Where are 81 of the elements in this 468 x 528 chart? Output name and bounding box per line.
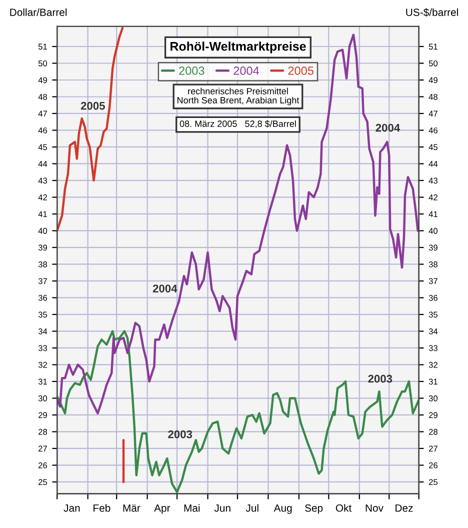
y2-tick-label: 45 [428, 144, 438, 150]
y2-tick-label: 29 [429, 412, 438, 418]
y-tick-label: 31 [38, 378, 47, 385]
y2-tick-label: 32 [428, 362, 438, 368]
x-tick-label: Dez [396, 504, 413, 512]
y2-tick-label: 35 [428, 312, 438, 318]
y-tick-label: 30 [38, 395, 48, 402]
y2-tick-label: 31 [428, 378, 438, 385]
y-tick-label: 50 [38, 60, 48, 66]
x-tick-label: Nov [366, 504, 384, 512]
y2-tick-label: 26 [429, 462, 438, 468]
y-tick-label: 47 [38, 110, 47, 117]
y2-tick-label: 37 [428, 278, 438, 284]
y2-tick-label: 36 [428, 294, 438, 301]
y-tick-label: 33 [38, 345, 48, 352]
y2-tick-label: 42 [428, 194, 438, 200]
y-tick-label: 41 [38, 211, 47, 217]
y2-tick-label: 50 [428, 60, 438, 66]
y-tick-label: 43 [38, 178, 48, 184]
text: Rohöl-Weltmarktpreise [170, 42, 306, 54]
y-tick-label: 37 [38, 278, 47, 284]
line-series [57, 34, 419, 414]
annotation: 2005 [80, 102, 105, 110]
y2-tick-label: 41 [428, 211, 438, 217]
y2-tick-label: 44 [428, 161, 438, 167]
legend-label: 2004 [234, 66, 260, 75]
x-tick-label: Feb [94, 504, 110, 512]
y-tick-label: 42 [38, 194, 47, 200]
y-tick-label: 32 [38, 362, 47, 368]
y2-tick-label: 46 [428, 127, 438, 134]
y2-tick-label: 34 [428, 328, 438, 334]
y2-tick-label: 47 [428, 110, 438, 117]
y2-tick-label: 27 [429, 446, 438, 452]
x-tick-label: Okt [336, 504, 352, 512]
y2-tick-label: 39 [428, 244, 438, 251]
y2-tick-label: 51 [428, 44, 438, 50]
y-tick-label: 27 [38, 446, 47, 452]
y-tick-label: 34 [38, 328, 48, 334]
y2-tick-label: 28 [429, 428, 438, 435]
x-tick-label: Aug [274, 504, 292, 514]
annotation: 2004 [376, 124, 400, 132]
y-tick-label: 38 [38, 261, 48, 268]
y2-tick-label: 49 [428, 77, 438, 84]
y-tick-label: 29 [38, 412, 47, 418]
y-tick-label: 51 [38, 44, 47, 50]
y-tick-label: 44 [38, 161, 48, 167]
x-tick-label: Jul [246, 504, 258, 512]
y-tick-label: 40 [38, 228, 48, 234]
x-tick-label: Apr [154, 504, 170, 514]
y2-tick-label: 40 [428, 228, 438, 234]
x-tick-label: Mai [184, 504, 200, 512]
x-tick-label: Mär [123, 504, 140, 512]
y-tick-label: 26 [38, 462, 48, 468]
x-tick-label: Jan [64, 504, 80, 512]
y-axis-title: Dollar/Barrel [10, 8, 67, 16]
y2-tick-label: 38 [428, 261, 438, 268]
line-series [57, 26, 124, 232]
y2-tick-label: 30 [428, 395, 438, 402]
x-tick-label: Jun [214, 504, 230, 512]
y-tick-label: 46 [38, 127, 48, 134]
annotation: 2003 [168, 430, 192, 438]
y2-tick-label: 43 [428, 178, 438, 184]
annotation: 08. März 2005 52,8 $/Barrel [180, 120, 296, 128]
y-tick-label: 36 [38, 294, 48, 301]
y-tick-label: 28 [38, 428, 48, 435]
y-tick-label: 45 [38, 144, 48, 150]
y2-tick-label: 25 [429, 479, 438, 486]
y-tick-label: 39 [38, 244, 47, 251]
y2-tick-label: 48 [428, 94, 438, 100]
y2-tick-label: 33 [428, 345, 438, 352]
legend-label: 2005 [288, 66, 314, 75]
y-tick-label: 25 [38, 479, 48, 486]
annotation: 2003 [368, 374, 392, 383]
y-tick-label: 48 [38, 94, 48, 100]
y-tick-label: 49 [38, 77, 47, 84]
annotation: 2004 [152, 284, 178, 292]
x-tick-label: Sep [305, 504, 323, 514]
annotation: rechnerisches Preismittel North Sea Brent, Arabian Light [177, 88, 300, 106]
legend-label: 2003 [179, 66, 204, 75]
y-tick-label: 35 [38, 312, 48, 318]
y2-axis-title: US-$/barrel [406, 8, 458, 17]
